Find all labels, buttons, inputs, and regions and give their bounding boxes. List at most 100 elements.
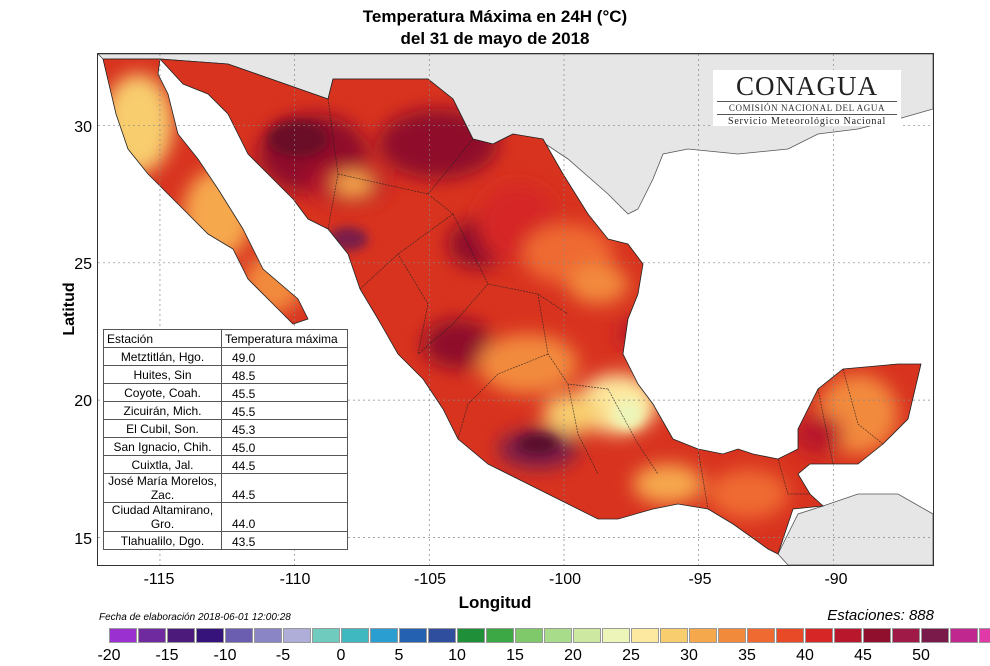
colorbar-segment (921, 628, 949, 643)
station-temp: 45.5 (221, 401, 348, 420)
colorbar-tick-label: 30 (680, 647, 698, 664)
x-axis-label: Longitud (458, 593, 532, 612)
colorbar-segment (312, 628, 340, 643)
station-name: Metztitlán, Hgo. (103, 347, 222, 366)
colorbar-segment (196, 628, 224, 643)
colorbar-segment (341, 628, 369, 643)
colorbar-segment (718, 628, 746, 643)
x-tick-label: -95 (688, 571, 712, 588)
station-temp: 45.0 (221, 437, 348, 456)
colorbar-segment (138, 628, 166, 643)
x-tick-label: -90 (824, 571, 848, 588)
table-header-station: Estación (103, 329, 222, 348)
station-name: El Cubil, Son. (103, 419, 222, 438)
table-row: San Ignacio, Chih. 45.0 (103, 437, 348, 456)
colorbar-segment (254, 628, 282, 643)
conagua-logo: CONAGUA COMISIÓN NACIONAL DEL AGUA Servi… (713, 70, 901, 127)
x-tick-label: -100 (548, 571, 582, 588)
station-name: Zicuirán, Mich. (103, 401, 222, 420)
colorbar-segment (428, 628, 456, 643)
table-header-row: Estación Temperatura máxima (103, 329, 348, 348)
colorbar-tick-label: 10 (448, 647, 466, 664)
table-row: Huites, Sin 48.5 (103, 365, 348, 384)
station-temp: 49.0 (221, 347, 348, 366)
colorbar (109, 628, 990, 644)
station-name: Coyote, Coah. (103, 383, 222, 402)
colorbar-segment (689, 628, 717, 643)
station-name: San Ignacio, Chih. (103, 437, 222, 456)
colorbar-tick-label: 0 (336, 647, 346, 664)
station-temp: 44.5 (221, 455, 348, 474)
colorbar-tick-label: -20 (97, 647, 121, 664)
x-tick-label: -105 (413, 571, 447, 588)
station-temp: 44.5 (221, 473, 348, 503)
colorbar-segment (863, 628, 891, 643)
colorbar-tick-label: 15 (506, 647, 524, 664)
station-temp: 48.5 (221, 365, 348, 384)
table-row: José María Morelos, Zac. 44.5 (103, 473, 348, 503)
station-temp: 44.0 (221, 502, 348, 532)
table-row: Cuixtla, Jal. 44.5 (103, 455, 348, 474)
station-table: Estación Temperatura máxima Metztitlán, … (103, 329, 348, 550)
colorbar-segment (225, 628, 253, 643)
table-body: Metztitlán, Hgo. 49.0 Huites, Sin 48.5 Coyot… (103, 347, 348, 550)
station-temp: 45.3 (221, 419, 348, 438)
logo-subtitle: COMISIÓN NACIONAL DEL AGUA (717, 101, 897, 115)
table-row: Zicuirán, Mich. 45.5 (103, 401, 348, 420)
station-temp: 43.5 (221, 531, 348, 550)
colorbar-tick-label: -15 (155, 647, 179, 664)
colorbar-tick-label: 40 (796, 647, 814, 664)
table-header-temp: Temperatura máxima (221, 329, 348, 348)
creation-date: Fecha de elaboración 2018-06-01 12:00:28 (99, 612, 291, 623)
colorbar-segment (660, 628, 688, 643)
colorbar-segment (486, 628, 514, 643)
station-name: José María Morelos, Zac. (103, 473, 222, 503)
colorbar-segment (544, 628, 572, 643)
colorbar-segment (979, 628, 990, 643)
station-name: Cuixtla, Jal. (103, 455, 222, 474)
colorbar-segment (834, 628, 862, 643)
table-row: El Cubil, Son. 45.3 (103, 419, 348, 438)
colorbar-tick-label: 20 (564, 647, 582, 664)
colorbar-segment (457, 628, 485, 643)
colorbar-segment (283, 628, 311, 643)
logo-name: CONAGUA (736, 71, 878, 101)
map-subtitle: del 31 de mayo de 2018 (400, 29, 590, 48)
station-count: Estaciones: 888 (827, 607, 934, 624)
colorbar-tick-label: 50 (912, 647, 930, 664)
table-row: Coyote, Coah. 45.5 (103, 383, 348, 402)
colorbar-segment (631, 628, 659, 643)
colorbar-segment (776, 628, 804, 643)
x-tick-label: -115 (143, 571, 175, 588)
colorbar-segment (950, 628, 978, 643)
colorbar-tick-label: -10 (213, 647, 237, 664)
table-row: Metztitlán, Hgo. 49.0 (103, 347, 348, 366)
colorbar-segment (109, 628, 137, 643)
table-row: Ciudad Altamirano, Gro. 44.0 (103, 502, 348, 532)
colorbar-segment (602, 628, 630, 643)
station-name: Tlahualilo, Dgo. (103, 531, 222, 550)
station-name: Huites, Sin (103, 365, 222, 384)
logo-service: Servicio Meteorológico Nacional (727, 116, 887, 127)
colorbar-segment (892, 628, 920, 643)
colorbar-segment (515, 628, 543, 643)
colorbar-segment (399, 628, 427, 643)
colorbar-tick-label: 35 (738, 647, 756, 664)
map-title: Temperatura Máxima en 24H (°C) (362, 7, 628, 26)
colorbar-tick-label: 25 (622, 647, 640, 664)
colorbar-segment (805, 628, 833, 643)
colorbar-tick-label: -5 (275, 647, 291, 664)
colorbar-segment (747, 628, 775, 643)
station-temp: 45.5 (221, 383, 348, 402)
colorbar-tick-label: 45 (854, 647, 872, 664)
y-tick-label: 30 (74, 119, 92, 136)
colorbar-segment (167, 628, 195, 643)
y-tick-label: 20 (74, 393, 92, 410)
x-tick-label: -110 (279, 571, 311, 588)
y-tick-label: 25 (74, 256, 92, 273)
station-name: Ciudad Altamirano, Gro. (103, 502, 222, 532)
colorbar-tick-label: 5 (394, 647, 404, 664)
colorbar-segment (370, 628, 398, 643)
colorbar-segment (573, 628, 601, 643)
y-axis-label: Latitud (61, 282, 78, 336)
